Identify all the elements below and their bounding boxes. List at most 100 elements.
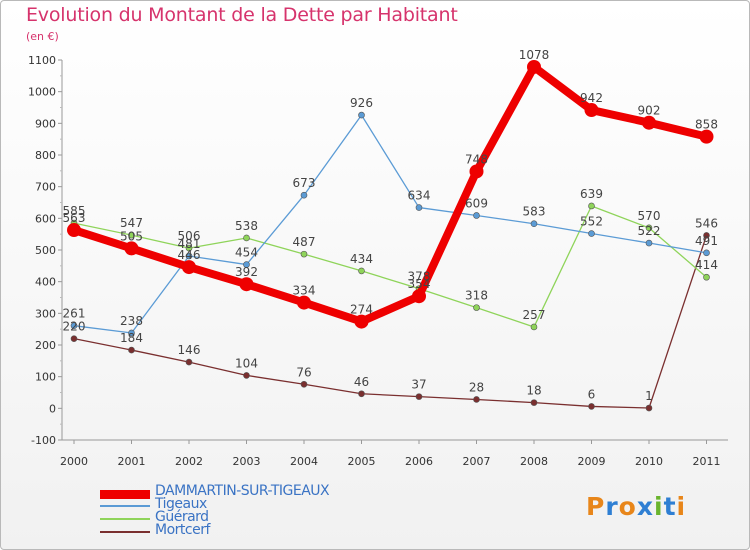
x-tick-label: 2000: [60, 455, 88, 468]
data-point: [530, 220, 538, 228]
data-label: 446: [178, 248, 201, 262]
data-point: [642, 115, 656, 130]
data-point: [584, 103, 599, 118]
logo-letter: t: [663, 492, 677, 521]
data-point: [588, 202, 595, 210]
data-point: [530, 323, 538, 331]
data-point: [699, 129, 714, 144]
data-label: 28: [469, 380, 484, 394]
x-tick-label: 2003: [233, 455, 261, 468]
data-point: [128, 346, 135, 354]
data-point: [239, 277, 254, 292]
x-tick-label: 2008: [520, 455, 548, 468]
data-point: [243, 234, 250, 242]
data-label: 1: [645, 389, 653, 403]
data-label: 184: [120, 331, 143, 345]
data-label: 46: [354, 375, 369, 389]
data-label: 392: [235, 265, 258, 279]
data-label: 506: [178, 229, 201, 243]
data-point: [358, 267, 365, 275]
data-point: [185, 358, 193, 366]
x-tick-label: 2011: [693, 455, 721, 468]
legend-swatch: [100, 518, 150, 520]
data-label: 538: [235, 219, 258, 233]
data-label: 274: [350, 303, 373, 317]
data-point: [588, 230, 595, 237]
data-point: [645, 224, 653, 232]
y-tick-label: 600: [35, 212, 56, 225]
y-tick-label: 1000: [28, 86, 56, 99]
data-label: 261: [63, 307, 86, 321]
data-label: 37: [411, 378, 426, 392]
data-point: [358, 390, 365, 398]
x-tick-label: 2007: [463, 455, 491, 468]
data-point: [182, 260, 196, 275]
data-label: 1078: [519, 48, 550, 62]
data-point: [703, 273, 710, 281]
y-tick-label: -100: [31, 434, 56, 447]
data-point: [415, 393, 423, 400]
y-tick-label: 800: [35, 149, 56, 162]
data-point: [243, 261, 250, 268]
data-label: 570: [638, 209, 661, 223]
data-point: [469, 164, 484, 179]
data-label: 76: [296, 365, 311, 379]
data-point: [645, 239, 653, 247]
data-point: [70, 335, 78, 342]
x-tick-label: 2009: [578, 455, 606, 468]
data-label: 354: [408, 277, 431, 291]
data-label: 583: [523, 205, 546, 219]
data-label: 942: [580, 91, 603, 105]
data-point: [185, 244, 193, 252]
y-tick-label: 1100: [28, 54, 56, 67]
data-point: [70, 322, 78, 329]
data-label: 858: [695, 118, 718, 132]
series-line: [70, 62, 711, 326]
y-tick-label: 300: [35, 307, 56, 320]
chart-subtitle: (en €): [26, 30, 59, 43]
data-point: [128, 231, 135, 239]
x-tick-label: 2001: [118, 455, 146, 468]
data-label: 609: [465, 196, 488, 210]
logo-letter: i: [654, 492, 664, 521]
data-point: [473, 212, 480, 219]
data-label: 238: [120, 314, 143, 328]
series-line: [73, 205, 708, 328]
logo-letter: r: [605, 492, 619, 521]
data-label: 639: [580, 187, 603, 201]
data-label: 552: [580, 215, 603, 229]
data-label: 546: [695, 216, 718, 230]
data-point: [415, 204, 423, 211]
data-label: 318: [465, 289, 488, 303]
data-point: [354, 314, 369, 329]
data-point: [473, 304, 480, 311]
data-label: 487: [293, 235, 316, 249]
x-tick-label: 2002: [175, 455, 203, 468]
y-tick-label: 0: [49, 402, 56, 415]
legend-label: Mortcerf: [155, 522, 210, 538]
data-label: 522: [638, 224, 661, 238]
data-point: [703, 232, 710, 239]
data-label: 454: [235, 246, 258, 260]
data-point: [645, 404, 653, 412]
series-line: [73, 114, 708, 334]
y-tick-label: 500: [35, 244, 56, 257]
logo-letter: i: [676, 492, 687, 521]
y-tick-label: 400: [35, 276, 56, 289]
data-point: [300, 380, 308, 388]
data-point: [128, 329, 135, 337]
data-label: 491: [695, 234, 718, 248]
data-point: [185, 252, 193, 260]
y-tick-label: 700: [35, 181, 56, 194]
legend-label: Guérard: [155, 509, 209, 525]
data-label: 505: [120, 229, 143, 243]
series-line: [73, 234, 708, 409]
data-label: 434: [350, 252, 373, 266]
data-point: [124, 241, 139, 256]
data-label: 563: [63, 211, 86, 225]
data-label: 414: [695, 258, 718, 272]
data-label: 481: [178, 237, 201, 251]
logo-letter: x: [636, 492, 654, 521]
data-point: [703, 249, 710, 257]
